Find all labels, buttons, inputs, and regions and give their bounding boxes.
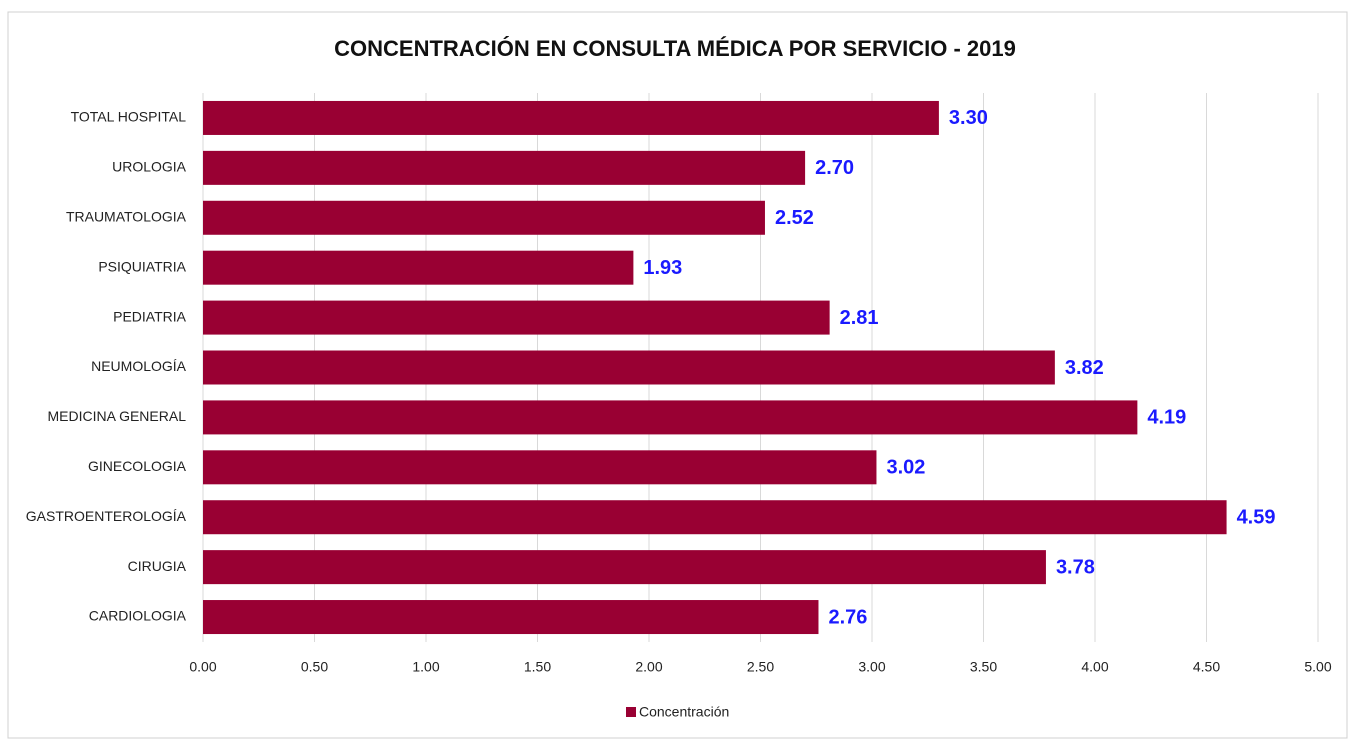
data-label: 1.93	[643, 257, 682, 279]
data-label: 2.81	[840, 307, 879, 329]
legend-swatch	[626, 707, 636, 717]
x-tick-label: 0.50	[301, 659, 328, 675]
chart-title: CONCENTRACIÓN EN CONSULTA MÉDICA POR SER…	[334, 36, 1016, 61]
data-label: 3.30	[949, 107, 988, 129]
y-tick-label: MEDICINA GENERAL	[48, 408, 187, 424]
bar	[203, 600, 819, 635]
y-tick-label: CARDIOLOGIA	[89, 608, 187, 624]
legend-label: Concentración	[639, 704, 729, 720]
data-label: 2.52	[775, 207, 814, 229]
y-tick-label: PEDIATRIA	[113, 308, 187, 324]
data-label: 2.70	[815, 157, 854, 179]
x-tick-label: 3.50	[970, 659, 997, 675]
bar	[203, 450, 877, 485]
y-tick-label: NEUMOLOGÍA	[91, 358, 187, 374]
bar	[203, 250, 634, 285]
data-label: 4.19	[1147, 407, 1186, 429]
bar	[203, 550, 1046, 585]
bar	[203, 200, 765, 235]
data-label: 4.59	[1237, 507, 1276, 529]
data-label: 3.78	[1056, 556, 1095, 578]
bar	[203, 500, 1227, 535]
y-tick-label: TOTAL HOSPITAL	[71, 109, 187, 125]
y-tick-label: GINECOLOGIA	[88, 458, 187, 474]
x-tick-label: 4.50	[1193, 659, 1220, 675]
y-tick-label: GASTROENTEROLOGÍA	[26, 508, 187, 524]
bar	[203, 150, 806, 185]
data-label: 2.76	[828, 606, 867, 628]
y-tick-label: TRAUMATOLOGIA	[66, 208, 187, 224]
x-tick-label: 1.50	[524, 659, 551, 675]
bar	[203, 350, 1055, 385]
x-tick-label: 0.00	[189, 659, 216, 675]
bar	[203, 300, 830, 335]
y-tick-label: UROLOGIA	[112, 159, 187, 175]
data-label: 3.82	[1065, 357, 1104, 379]
data-label: 3.02	[886, 457, 925, 479]
x-tick-label: 3.00	[858, 659, 885, 675]
x-tick-label: 1.00	[412, 659, 439, 675]
x-tick-label: 2.50	[747, 659, 774, 675]
x-tick-label: 5.00	[1304, 659, 1331, 675]
y-tick-label: PSIQUIATRIA	[98, 258, 186, 274]
bar	[203, 400, 1138, 435]
x-tick-label: 4.00	[1081, 659, 1108, 675]
y-tick-label: CIRUGIA	[128, 558, 187, 574]
x-tick-label: 2.00	[635, 659, 662, 675]
bar	[203, 100, 939, 135]
